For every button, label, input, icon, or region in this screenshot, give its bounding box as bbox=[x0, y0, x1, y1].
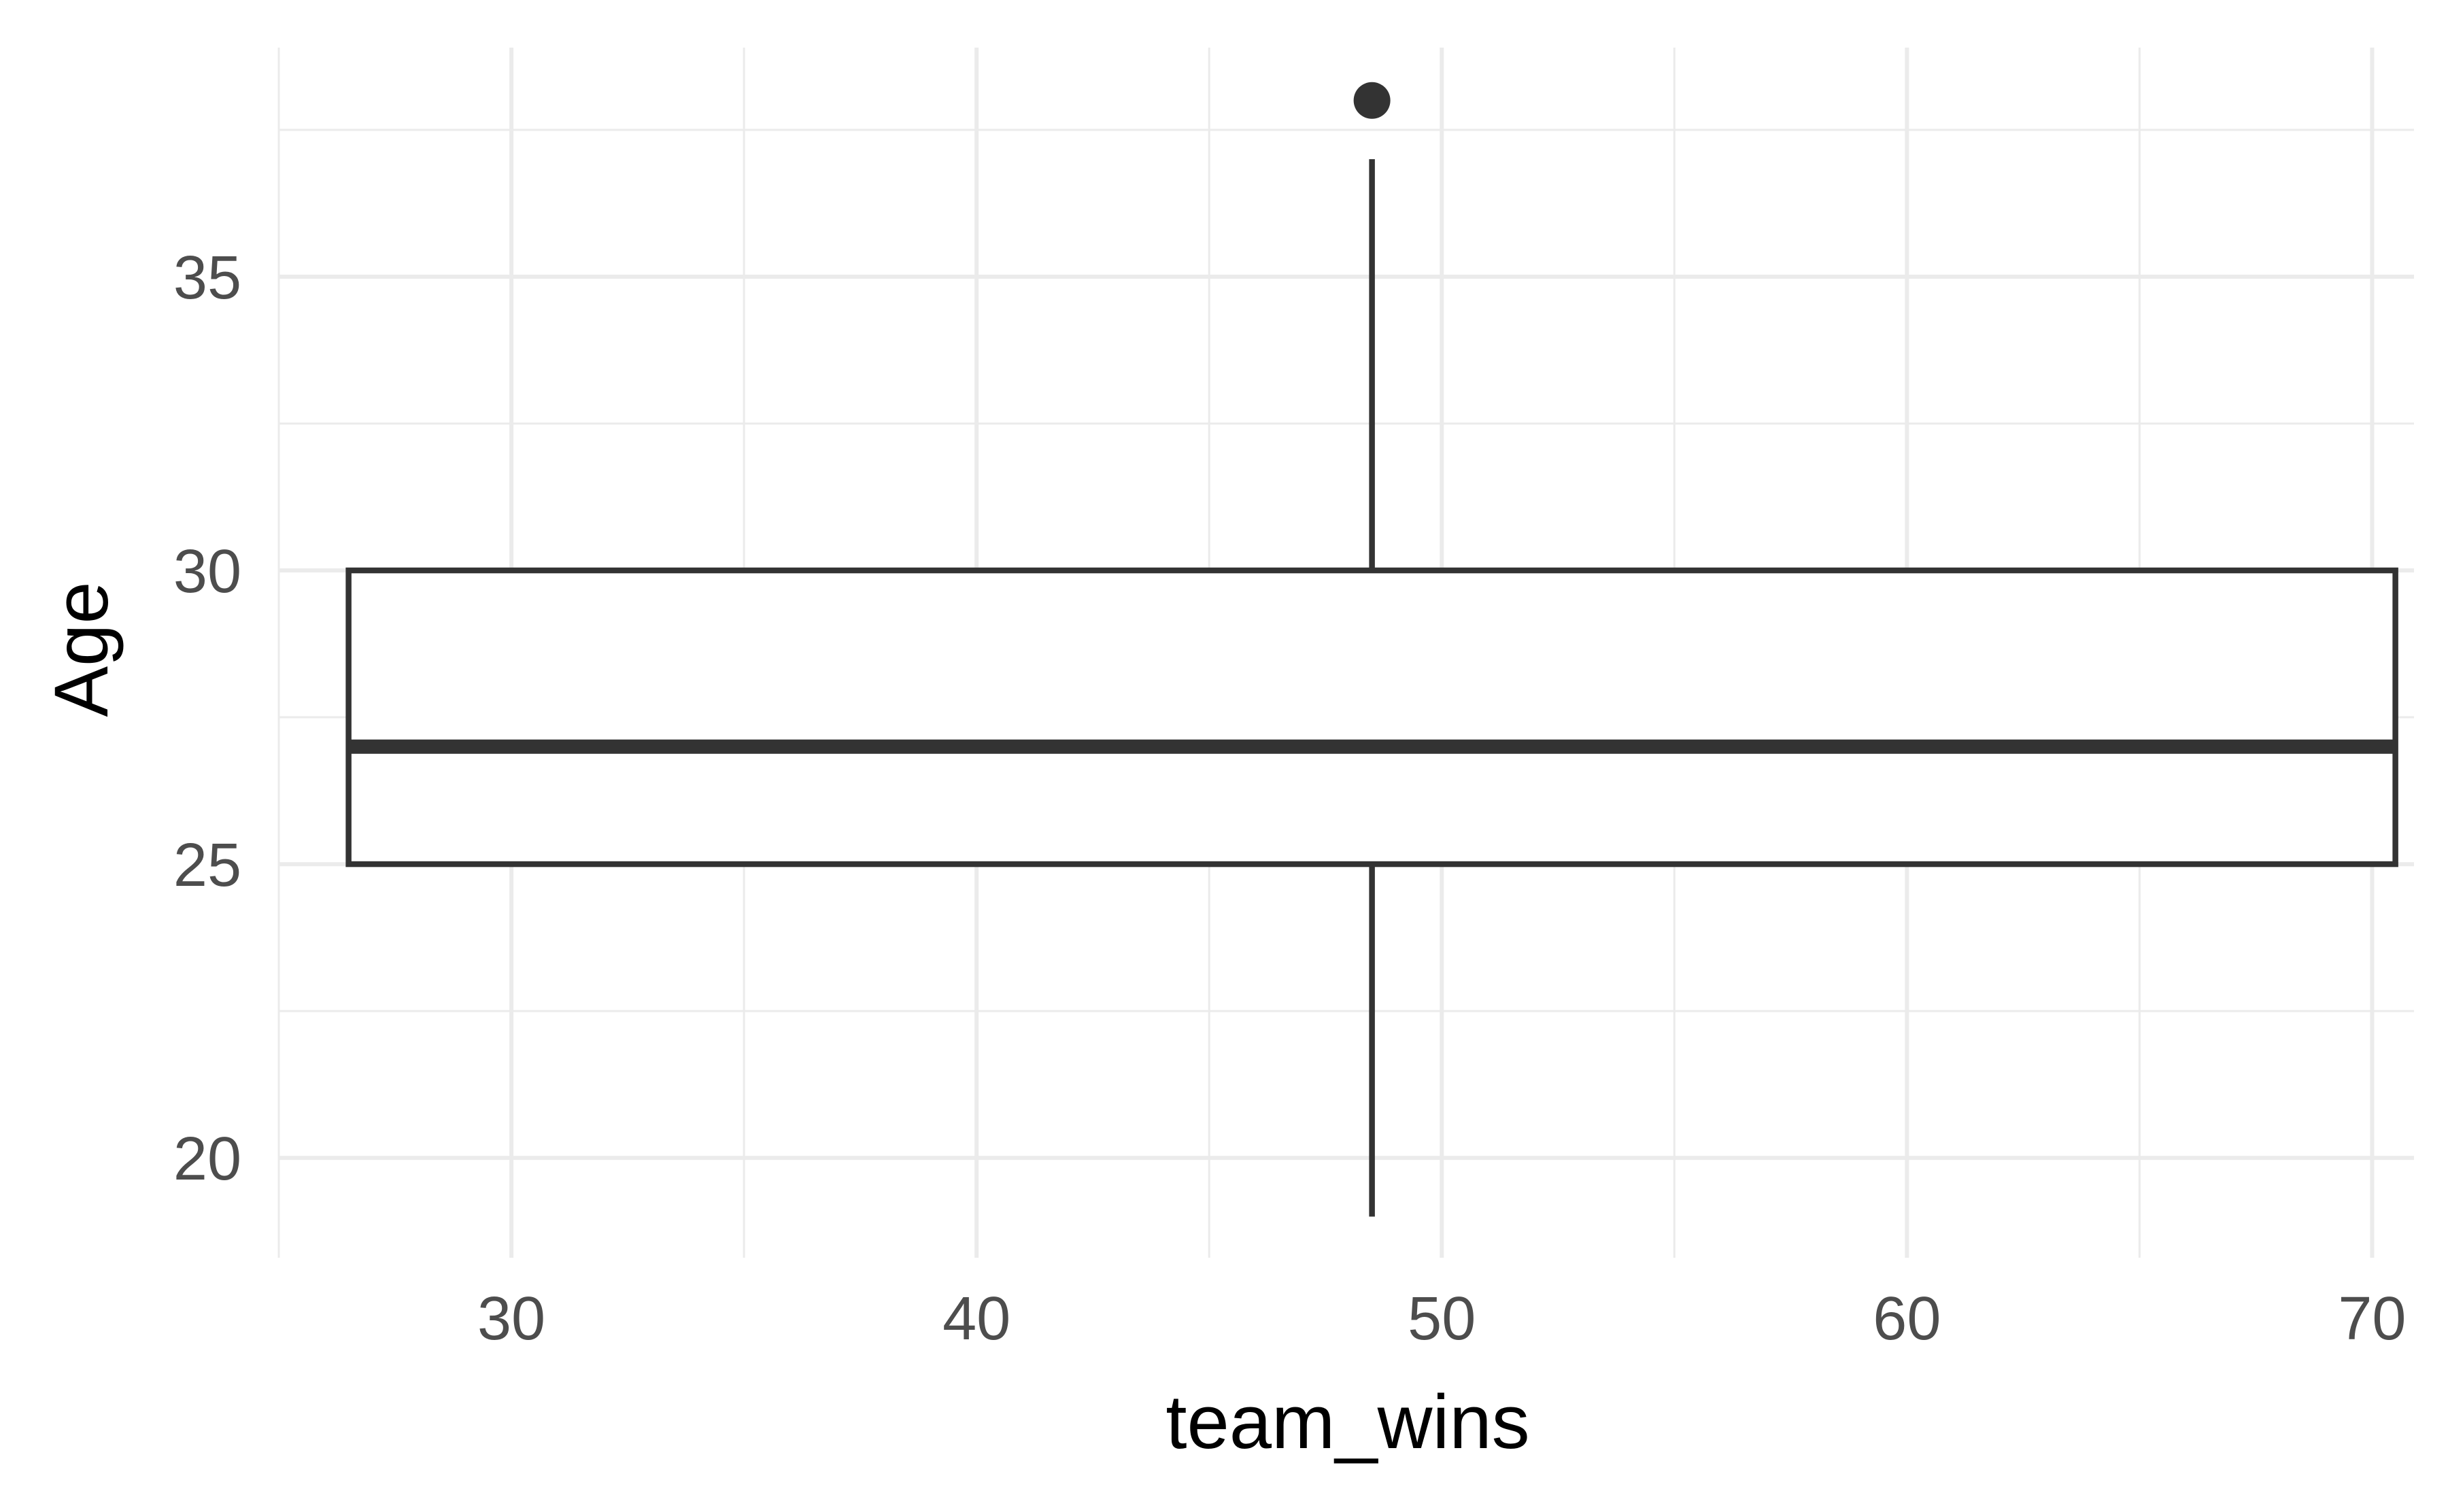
x-axis-ticks: 30 40 50 60 70 bbox=[477, 1285, 2406, 1353]
x-tick-label: 70 bbox=[2338, 1285, 2406, 1353]
y-axis-title: Age bbox=[39, 581, 124, 717]
y-tick-label: 20 bbox=[173, 1125, 241, 1193]
outlier-point bbox=[1353, 82, 1391, 119]
iqr-box bbox=[345, 567, 2398, 867]
y-tick-label: 25 bbox=[173, 831, 241, 899]
y-tick-label: 30 bbox=[173, 538, 241, 606]
x-axis-title: team_wins bbox=[1166, 1379, 1529, 1464]
x-tick-label: 50 bbox=[1408, 1285, 1476, 1353]
y-tick-label: 35 bbox=[173, 244, 241, 312]
x-tick-label: 40 bbox=[942, 1285, 1010, 1353]
x-tick-label: 30 bbox=[477, 1285, 545, 1353]
y-axis-ticks: 20 25 30 35 bbox=[173, 244, 241, 1193]
x-tick-label: 60 bbox=[1873, 1285, 1941, 1353]
box-marks bbox=[345, 82, 2398, 1217]
